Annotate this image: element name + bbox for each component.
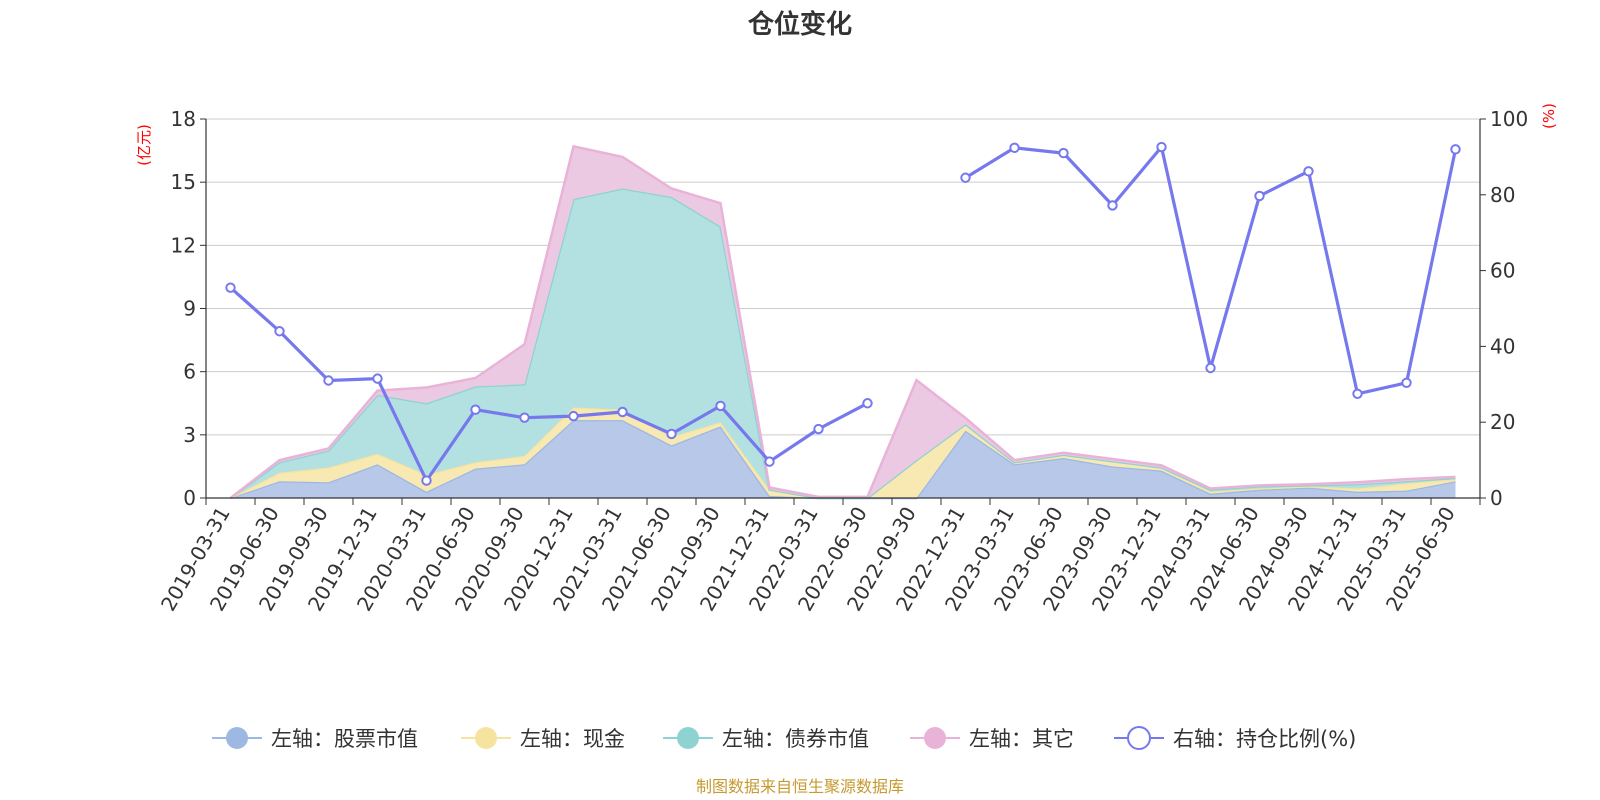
legend-marker bbox=[475, 727, 497, 749]
ratio-point bbox=[960, 172, 971, 183]
ratio-point bbox=[715, 400, 726, 412]
left-axis-unit: (亿元) bbox=[135, 124, 153, 166]
right-tick-label: 100 bbox=[1490, 107, 1528, 131]
left-tick-label: 0 bbox=[183, 486, 196, 510]
ratio-point bbox=[1352, 388, 1363, 399]
legend-item-5[interactable]: 右轴：持仓比例(%) bbox=[1114, 726, 1356, 751]
left-tick-label: 12 bbox=[171, 233, 196, 257]
ratio-point bbox=[764, 456, 775, 467]
ratio-point bbox=[666, 428, 677, 440]
legend-item-4[interactable]: 左轴：其它 bbox=[910, 727, 1074, 751]
legend-label: 左轴：股票市值 bbox=[271, 727, 418, 751]
right-tick-label: 60 bbox=[1490, 259, 1515, 283]
left-tick-label: 9 bbox=[183, 297, 196, 321]
ratio-point bbox=[421, 475, 432, 486]
legend-label: 左轴：现金 bbox=[520, 727, 625, 751]
area-1 bbox=[230, 420, 1456, 498]
legend-item-1[interactable]: 左轴：股票市值 bbox=[212, 727, 418, 751]
legend-marker bbox=[1127, 726, 1151, 750]
legend-item-2[interactable]: 左轴：现金 bbox=[461, 727, 625, 751]
ratio-point bbox=[1205, 362, 1216, 374]
left-tick-label: 15 bbox=[171, 170, 196, 194]
right-tick-label: 0 bbox=[1490, 486, 1503, 510]
ratio-point bbox=[617, 406, 628, 418]
legend-marker bbox=[226, 727, 248, 749]
ratio-point bbox=[568, 410, 579, 422]
ratio-point bbox=[519, 412, 530, 423]
area-3 bbox=[230, 188, 1456, 498]
ratio-point bbox=[323, 375, 334, 386]
right-tick-label: 80 bbox=[1490, 183, 1515, 207]
left-tick-label: 6 bbox=[183, 360, 196, 384]
legend-label: 左轴：其它 bbox=[969, 727, 1074, 751]
ratio-point bbox=[1156, 141, 1167, 153]
ratio-point bbox=[225, 282, 236, 293]
left-tick-label: 3 bbox=[183, 423, 196, 447]
right-axis-unit: (%) bbox=[1540, 103, 1558, 129]
legend[interactable]: 左轴：股票市值 左轴：现金 左轴：债券市值 左轴：其它 右轴：持仓比例(%) bbox=[212, 726, 1356, 751]
ratio-point bbox=[1303, 166, 1314, 177]
legend-marker bbox=[924, 727, 946, 749]
ratio-point bbox=[1107, 200, 1118, 211]
ratio-point bbox=[813, 423, 824, 435]
legend-label: 右轴：持仓比例(%) bbox=[1173, 727, 1356, 751]
axes: 03691215180204060801002019-03-312019-06-… bbox=[156, 107, 1528, 615]
legend-label: 左轴：债券市值 bbox=[722, 727, 869, 751]
grid-lines bbox=[206, 118, 1480, 436]
right-tick-label: 20 bbox=[1490, 410, 1515, 434]
area-2 bbox=[230, 407, 1456, 498]
right-tick-label: 40 bbox=[1490, 334, 1515, 358]
stacked-areas bbox=[229, 144, 1456, 500]
ratio-line bbox=[225, 141, 1461, 486]
chart-title: 仓位变化 bbox=[747, 9, 852, 40]
ratio-point bbox=[862, 398, 873, 409]
ratio-point bbox=[1009, 142, 1020, 154]
left-tick-label: 18 bbox=[171, 107, 196, 131]
ratio-point bbox=[1254, 190, 1265, 202]
ratio-point bbox=[372, 373, 383, 384]
area-edge-4 bbox=[229, 144, 1456, 499]
ratio-point bbox=[274, 326, 285, 337]
legend-item-3[interactable]: 左轴：债券市值 bbox=[663, 727, 869, 751]
ratio-point bbox=[1058, 147, 1069, 159]
ratio-point bbox=[1450, 144, 1461, 155]
legend-marker bbox=[677, 727, 699, 749]
ratio-point bbox=[470, 404, 481, 415]
data-source-note: 制图数据来自恒生聚源数据库 bbox=[696, 777, 904, 796]
ratio-point bbox=[1401, 377, 1412, 388]
